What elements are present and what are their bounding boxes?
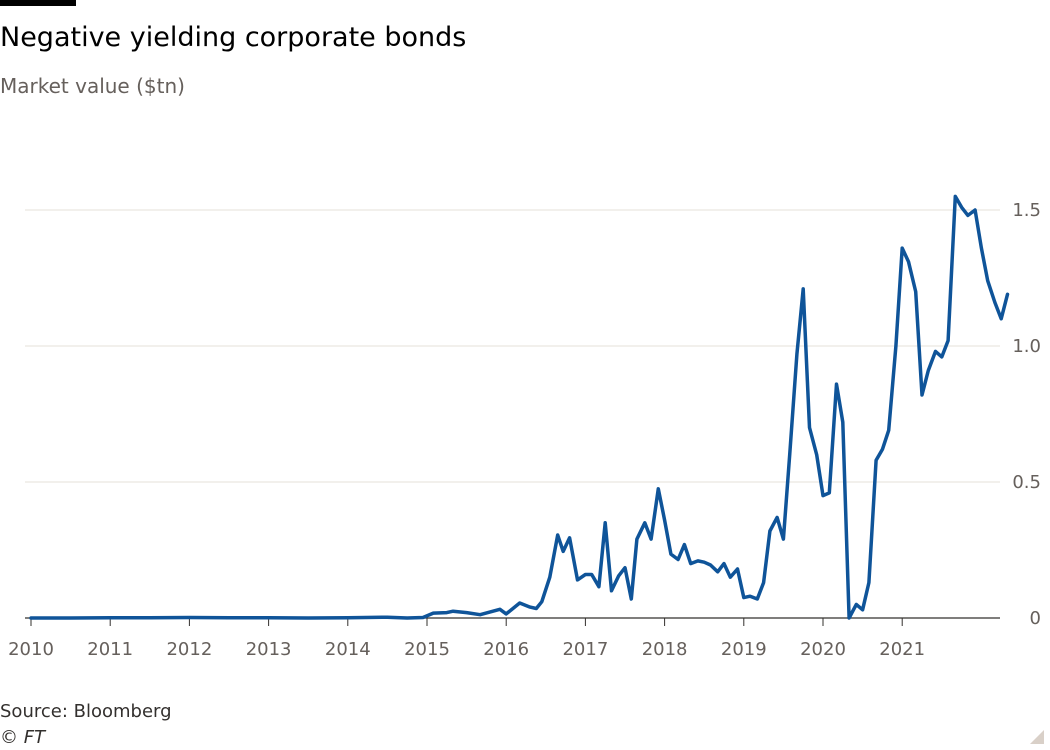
x-tick-label: 2018 bbox=[642, 639, 688, 660]
x-tick-label: 2014 bbox=[325, 639, 371, 660]
x-tick-label: 2020 bbox=[800, 639, 846, 660]
series-group bbox=[29, 194, 1010, 620]
chart-title: Negative yielding corporate bonds bbox=[0, 22, 467, 53]
x-tick-label: 2013 bbox=[246, 639, 292, 660]
x-tick-label: 2021 bbox=[879, 639, 925, 660]
y-tick-label: 0.5 bbox=[1012, 472, 1041, 493]
y-tick-label: 1.0 bbox=[1012, 336, 1041, 357]
x-tick-label: 2019 bbox=[721, 639, 767, 660]
chart-subtitle: Market value ($tn) bbox=[0, 74, 185, 98]
x-tick-label: 2012 bbox=[166, 639, 212, 660]
y-tick-label: 1.5 bbox=[1012, 200, 1041, 221]
copyright-note: © FT bbox=[0, 727, 46, 748]
x-tick-label: 2015 bbox=[404, 639, 450, 660]
x-axis-tick-labels: 2010 2011 2012 2013 2014 2015 2016 2017 2018 2019… bbox=[8, 639, 925, 660]
x-tick-label: 2010 bbox=[8, 639, 54, 660]
y-tick-label: 0 bbox=[1030, 608, 1041, 629]
top-accent-bar bbox=[0, 0, 76, 6]
source-note: Source: Bloomberg bbox=[0, 701, 172, 722]
y-axis-tick-labels: 0 0.5 1.0 1.5 bbox=[1012, 200, 1041, 629]
series-line bbox=[29, 194, 1010, 620]
x-tick-label: 2016 bbox=[483, 639, 529, 660]
x-tick-label: 2011 bbox=[87, 639, 133, 660]
x-tick-label: 2017 bbox=[562, 639, 608, 660]
corner-triangle-icon bbox=[1030, 730, 1044, 744]
line-chart: 00.51.01.5 2010 2011 2012 2013 2014 2015 2016 2… bbox=[8, 194, 1041, 660]
gridlines bbox=[25, 209, 1000, 619]
